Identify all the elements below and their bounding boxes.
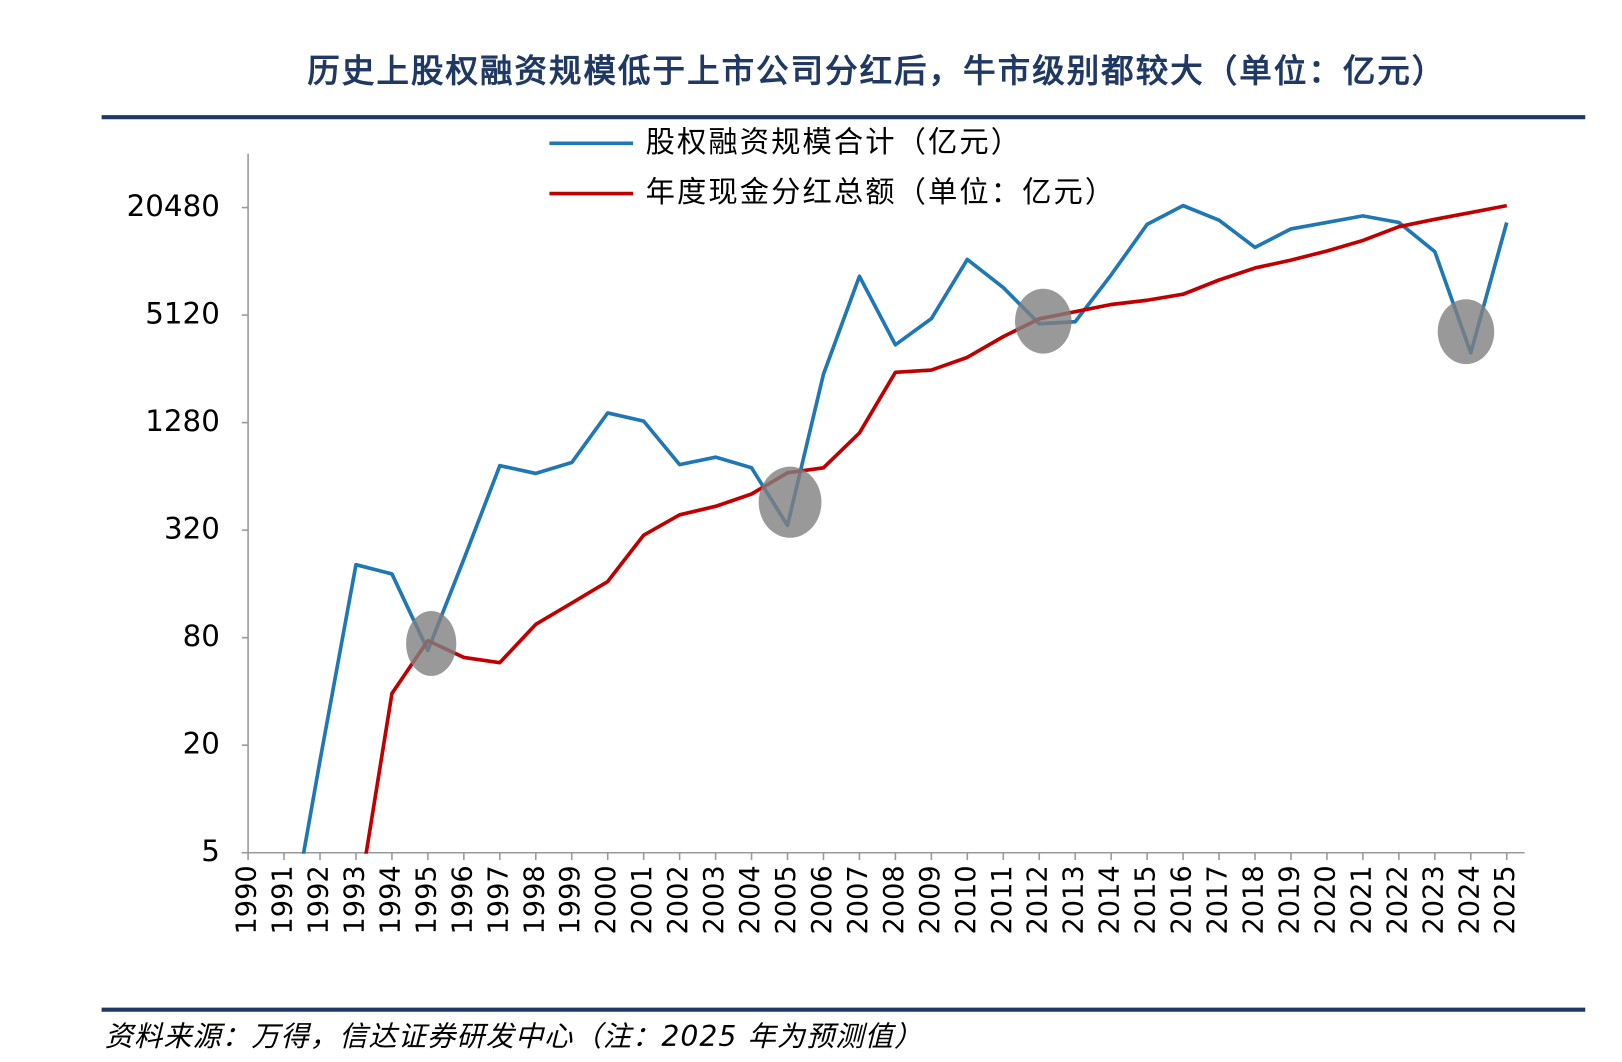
x-tick-label: 2021 [1346,865,1377,934]
x-tick-label: 1997 [483,865,514,934]
x-tick-label: 1992 [304,865,335,934]
x-tick-label: 1991 [268,865,299,934]
footnote: 资料来源：万得，信达证券研发中心（注：2025 年为预测值） [105,1020,924,1053]
x-tick-label: 1990 [232,865,263,934]
chart-title: 历史上股权融资规模低于上市公司分红后，牛市级别都较大（单位：亿元） [307,52,1446,90]
y-tick-label: 5 [201,834,220,868]
x-tick-label: 2009 [915,865,946,934]
x-tick-label: 2013 [1059,865,1090,934]
legend-label: 年度现金分红总额（单位：亿元） [646,175,1117,209]
highlight-circle [1015,288,1072,354]
y-tick-label: 5120 [145,297,220,331]
x-tick-label: 2008 [879,865,910,934]
x-tick-label: 1995 [411,865,442,934]
x-tick-label: 2016 [1167,865,1198,934]
x-tick-label: 2007 [843,865,874,934]
x-tick-label: 2003 [699,865,730,934]
x-tick-label: 1996 [447,865,478,934]
x-tick-label: 1999 [555,865,586,934]
x-tick-label: 2024 [1454,865,1485,934]
x-tick-label: 2004 [735,865,766,934]
x-tick-label: 2015 [1131,865,1162,934]
x-tick-label: 2011 [987,865,1018,934]
highlight-circle [1437,299,1495,365]
x-tick-label: 2010 [951,865,982,934]
highlights [406,288,1495,676]
x-tick-label: 2022 [1382,865,1413,934]
x-tick-label: 1994 [375,865,406,934]
x-tick-label: 2019 [1274,865,1305,934]
y-tick-label: 20 [183,727,220,761]
legend-label: 股权融资规模合计（亿元） [646,125,1023,159]
highlight-circle [406,611,457,676]
y-tick-label: 320 [164,512,220,546]
x-tick-label: 2001 [627,865,658,934]
y-tick-label: 80 [183,619,220,653]
highlight-circle [758,466,822,538]
x-tick-label: 2014 [1095,865,1126,934]
x-tick-label: 1993 [339,865,370,934]
x-tick-label: 2023 [1418,865,1449,934]
x-tick-label: 2018 [1239,865,1270,934]
y-tick-label: 1280 [145,404,220,438]
x-tick-label: 1998 [519,865,550,934]
x-tick-label: 2012 [1023,865,1054,934]
series-line [364,203,1508,854]
y-tick-label: 20480 [127,189,220,223]
x-tick-label: 2002 [663,865,694,934]
x-tick-label: 2006 [807,865,838,934]
series-line [301,203,1509,854]
x-tick-label: 2000 [591,865,622,934]
x-tick-label: 2020 [1310,865,1341,934]
x-tick-label: 2025 [1490,865,1521,934]
x-tick-label: 2017 [1203,865,1234,934]
x-tick-label: 2005 [771,865,802,934]
